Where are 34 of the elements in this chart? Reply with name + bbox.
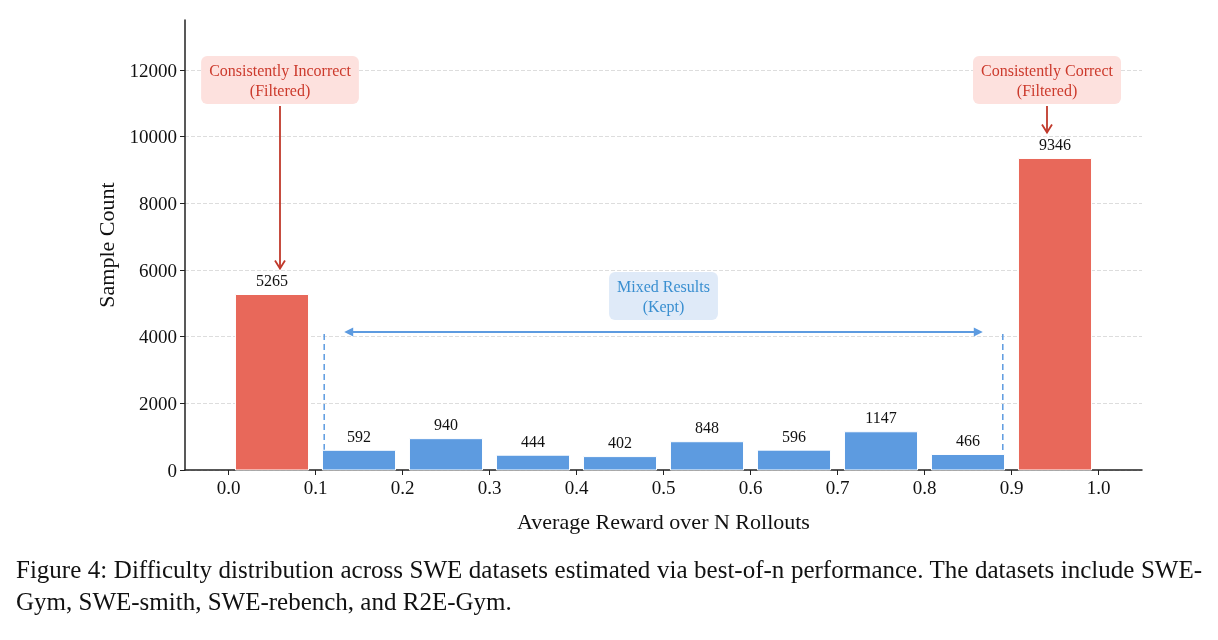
- data-label: 466: [956, 431, 980, 449]
- y-tick-label: 12000: [129, 59, 177, 81]
- x-tick-label: 0.0: [216, 477, 241, 498]
- x-tick-label: 0.6: [738, 477, 763, 498]
- y-axis-title: Sample Count: [93, 182, 119, 308]
- x-tick-label: 0.9: [999, 477, 1024, 498]
- x-tick-label: 0.3: [477, 477, 502, 498]
- annotation: Mixed Results (Kept): [617, 277, 710, 316]
- y-tick-label: 4000: [139, 326, 177, 348]
- data-label: 940: [434, 416, 458, 434]
- annotation: Consistently Incorrect (Filtered): [209, 61, 352, 100]
- data-label: 402: [608, 434, 632, 452]
- y-tick-label: 10000: [129, 126, 177, 148]
- caption: Figure 4: Difficulty distribution across SWE datasets estimated via best-of-n performance. The datasets include SWE-Gym, SWE-smith, SWE-rebench, and R2E-Gym.: [15, 555, 1203, 617]
- y-tick-label: 0: [167, 459, 177, 481]
- x-tick-label: 0.2: [390, 477, 415, 498]
- x-tick-label: 0.1: [303, 477, 328, 498]
- x-axis-title: Average Reward over N Rollouts: [517, 508, 810, 534]
- x-tick-label: 0.8: [912, 477, 937, 498]
- data-label: 1147: [865, 409, 897, 427]
- x-tick-label: 1.0: [1086, 477, 1111, 498]
- data-label: 444: [521, 432, 545, 450]
- data-label: 848: [695, 419, 719, 437]
- annotation: Consistently Correct (Filtered): [981, 61, 1114, 100]
- y-tick-label: 6000: [139, 259, 177, 281]
- data-label: 596: [782, 427, 806, 445]
- data-label: 592: [347, 427, 371, 445]
- data-label: 9346: [1039, 135, 1071, 153]
- x-tick-label: 0.7: [825, 477, 850, 498]
- x-tick-label: 0.5: [651, 477, 676, 498]
- data-label: 5265: [256, 272, 288, 289]
- x-tick-label: 0.4: [564, 477, 589, 498]
- y-tick-label: 8000: [139, 192, 177, 214]
- y-tick-label: 2000: [139, 392, 177, 414]
